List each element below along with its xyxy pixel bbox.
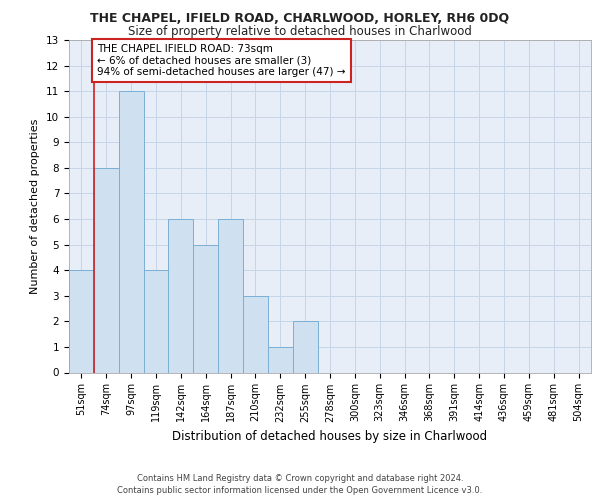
Text: Size of property relative to detached houses in Charlwood: Size of property relative to detached ho… xyxy=(128,25,472,38)
Bar xyxy=(119,91,143,372)
Bar xyxy=(243,296,268,372)
X-axis label: Distribution of detached houses by size in Charlwood: Distribution of detached houses by size … xyxy=(172,430,488,443)
Text: THE CHAPEL, IFIELD ROAD, CHARLWOOD, HORLEY, RH6 0DQ: THE CHAPEL, IFIELD ROAD, CHARLWOOD, HORL… xyxy=(91,12,509,26)
Bar xyxy=(268,347,293,372)
Text: Contains HM Land Registry data © Crown copyright and database right 2024.
Contai: Contains HM Land Registry data © Crown c… xyxy=(118,474,482,495)
Bar xyxy=(169,219,193,372)
Bar xyxy=(69,270,94,372)
Bar xyxy=(143,270,169,372)
Bar xyxy=(293,322,317,372)
Bar xyxy=(218,219,243,372)
Y-axis label: Number of detached properties: Number of detached properties xyxy=(31,118,40,294)
Bar xyxy=(193,244,218,372)
Text: THE CHAPEL IFIELD ROAD: 73sqm
← 6% of detached houses are smaller (3)
94% of sem: THE CHAPEL IFIELD ROAD: 73sqm ← 6% of de… xyxy=(97,44,346,77)
Bar xyxy=(94,168,119,372)
